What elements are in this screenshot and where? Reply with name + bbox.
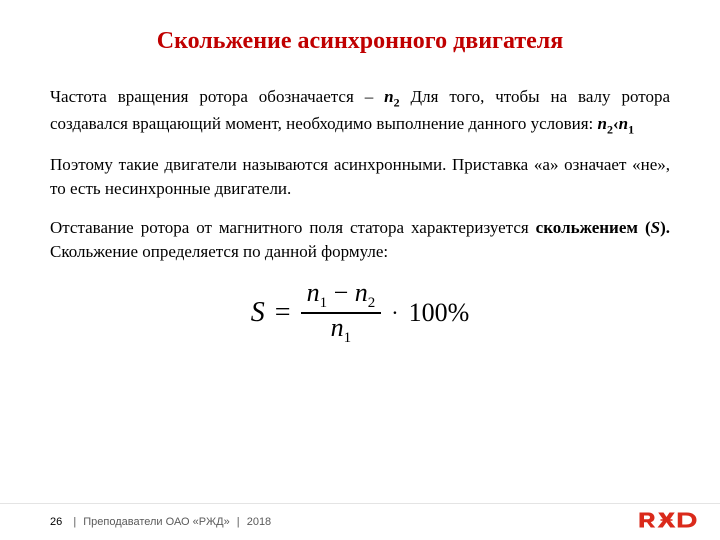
logo-r [640,513,656,528]
footer-text: 26 | Преподаватели ОАО «РЖД» | 2018 [50,516,271,528]
footer-sep-2: | [233,516,244,528]
formula-denominator: n1 [325,314,358,347]
den-n1: n [331,313,344,342]
page-number: 26 [50,516,66,528]
num-n2: n [355,278,368,307]
formula-dot: · [391,300,398,326]
p3-text-c: ). [660,218,670,237]
p1-cond-n: n [598,114,607,133]
formula-100pct: 100% [409,298,470,328]
formula-container: S = n1 − n2 n1 · 100% [50,279,670,347]
num-n1: n [307,278,320,307]
paragraph-2: Поэтому такие двигатели называются асинх… [50,153,670,202]
paragraph-3: Отставание ротора от магнитного поля ста… [50,216,670,265]
num-minus: − [327,278,355,307]
p1-symbol-n: n [384,87,393,106]
p3-text-a: Отставание ротора от магнитного поля ста… [50,218,536,237]
p3-S: S [651,218,660,237]
slip-formula: S = n1 − n2 n1 · 100% [251,279,469,347]
p1-text-a: Частота вращения ротора обозначается – [50,87,384,106]
formula-eq: = [275,297,291,329]
den-s1: 1 [344,330,352,346]
num-s1: 1 [320,295,328,311]
slide: Скольжение асинхронного двигателя Частот… [0,0,720,540]
footer-year: 2018 [247,516,271,528]
rzd-logo-icon [638,508,698,532]
p3-text-d: Скольжение определяется по данной формул… [50,242,388,261]
logo-zh [658,513,676,528]
p1-cond-1: 1 [628,122,634,136]
p3-text-b: скольжением ( [536,218,651,237]
footer-sep-1: | [69,516,80,528]
footer-author: Преподаватели ОАО «РЖД» [83,516,229,528]
logo-d [678,513,697,528]
slide-title: Скольжение асинхронного двигателя [50,28,670,55]
p1-cond-n1: n [619,114,628,133]
footer: 26 | Преподаватели ОАО «РЖД» | 2018 [0,500,720,540]
formula-fraction: n1 − n2 n1 [301,279,382,347]
paragraph-1: Частота вращения ротора обозначается – n… [50,85,670,139]
formula-S: S [251,297,265,329]
formula-numerator: n1 − n2 [301,279,382,314]
num-s2: 2 [368,295,376,311]
